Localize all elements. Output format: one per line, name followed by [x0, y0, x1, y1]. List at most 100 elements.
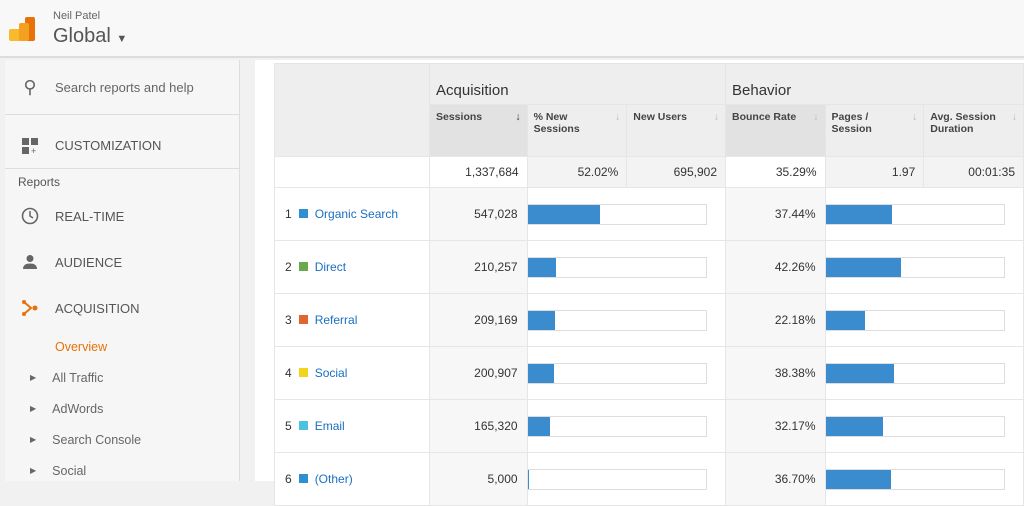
sessions-bar [526, 346, 727, 400]
group-acquisition: Acquisition [428, 63, 727, 105]
channel-cell: 5 Email [274, 399, 430, 453]
column-header[interactable]: Bounce Rate ↓ [725, 104, 826, 157]
sidebar-subitem-all-traffic[interactable]: ▶ All Traffic [5, 362, 239, 393]
series-swatch [298, 315, 308, 324]
series-swatch [298, 421, 308, 430]
bounce-bar-fill [825, 257, 901, 277]
channel-link[interactable]: Organic Search [314, 207, 399, 221]
svg-text:+: + [31, 146, 36, 154]
channel-link[interactable]: Referral [314, 313, 358, 327]
bounce-bar-fill [825, 363, 894, 383]
channel-link[interactable]: Social [314, 366, 348, 380]
channels-table: Acquisition Behavior Sessions ↓% New Sess… [274, 63, 1024, 506]
column-header[interactable]: % New Sessions ↓ [526, 104, 628, 157]
sessions-bar [526, 452, 727, 506]
channel-cell: 4 Social [274, 346, 430, 400]
row-index: 4 [285, 366, 292, 380]
column-header[interactable]: Avg. Session Duration ↓ [923, 104, 1024, 157]
bounce-bar-fill [825, 204, 893, 224]
expand-arrow-icon: ▶ [30, 373, 37, 382]
sidebar: ⚲ Search reports and help + CUSTOMIZATION… [5, 60, 240, 481]
bounce-bar [824, 293, 1024, 347]
acquisition-icon [5, 299, 55, 317]
total-new-users: 695,902 [626, 156, 727, 188]
sidebar-subitem-adwords[interactable]: ▶ AdWords [5, 393, 239, 424]
bounce-bar-fill [825, 469, 891, 489]
bounce-bar [824, 240, 1024, 294]
sort-arrow-icon: ↓ [1011, 111, 1017, 123]
sort-arrow-icon: ↓ [713, 111, 720, 123]
sessions-value: 200,907 [429, 346, 528, 400]
bounce-value: 36.70% [725, 452, 826, 506]
property-selector[interactable]: Global ▼ [53, 25, 127, 48]
sort-arrow-icon: ↓ [912, 111, 918, 123]
subitem-label: AdWords [52, 401, 104, 416]
row-index: 2 [285, 260, 292, 274]
total-duration: 00:01:35 [923, 156, 1024, 188]
bounce-value: 38.38% [725, 346, 826, 400]
channel-link[interactable]: Direct [314, 260, 347, 274]
person-icon [5, 254, 55, 270]
column-label: New Users [633, 111, 687, 123]
column-header[interactable]: Sessions ↓ [429, 104, 528, 157]
sidebar-item-customization[interactable]: + CUSTOMIZATION [5, 123, 239, 169]
expand-arrow-icon: ▶ [30, 404, 37, 413]
total-pages: 1.97 [824, 156, 925, 188]
search-box[interactable]: ⚲ Search reports and help [5, 60, 239, 115]
table-row: 4 Social 200,907 38.38% [274, 346, 1024, 400]
bounce-value: 42.26% [725, 240, 826, 294]
series-swatch [298, 209, 308, 218]
sessions-bar [526, 187, 727, 241]
column-label: Avg. Session Duration [930, 111, 996, 135]
row-index: 3 [285, 313, 292, 327]
total-sessions: 1,337,684 [429, 156, 528, 188]
column-label: Sessions [436, 111, 483, 123]
table-row: 5 Email 165,320 32.17% [274, 399, 1024, 453]
total-pct-new: 52.02% [526, 156, 628, 188]
expand-arrow-icon: ▶ [30, 435, 37, 444]
sidebar-item-label: AUDIENCE [55, 254, 123, 270]
bounce-value: 32.17% [725, 399, 826, 453]
column-header[interactable]: New Users ↓ [626, 104, 727, 157]
totals-row: 1,337,684 52.02% 695,902 35.29% 1.97 00:… [274, 156, 1024, 188]
series-swatch [298, 262, 308, 271]
total-bounce: 35.29% [725, 156, 826, 188]
bounce-bar [824, 399, 1024, 453]
table-row: 6 (Other) 5,000 36.70% [274, 452, 1024, 506]
column-header[interactable]: Pages / Session ↓ [824, 104, 925, 157]
property-name: Global [53, 25, 111, 47]
subitem-label: Search Console [52, 432, 142, 447]
channel-link[interactable]: (Other) [314, 472, 353, 486]
bounce-value: 22.18% [725, 293, 826, 347]
dashboard-add-icon: + [5, 137, 55, 154]
sidebar-subitem-search-console[interactable]: ▶ Search Console [5, 424, 239, 455]
sessions-value: 547,028 [429, 187, 528, 241]
clock-icon [5, 207, 55, 225]
sort-arrow-icon: ↓ [813, 111, 819, 123]
sidebar-subitem-social[interactable]: ▶ Social [5, 455, 239, 486]
table-row: 1 Organic Search 547,028 37.44% [274, 187, 1024, 241]
table-corner [274, 63, 430, 157]
sidebar-item-acquisition[interactable]: ACQUISITION [5, 285, 239, 331]
sidebar-item-label: REAL-TIME [55, 208, 125, 224]
channel-cell: 2 Direct [274, 240, 430, 294]
sessions-bar [526, 399, 727, 453]
bounce-bar [824, 187, 1024, 241]
bounce-bar-fill [825, 310, 865, 330]
bounce-bar [824, 452, 1024, 506]
sidebar-item-audience[interactable]: AUDIENCE [5, 239, 239, 285]
sessions-value: 210,257 [429, 240, 528, 294]
sidebar-item-realtime[interactable]: REAL-TIME [5, 193, 239, 239]
sidebar-item-label: CUSTOMIZATION [55, 138, 162, 153]
sidebar-subitem-overview[interactable]: Overview [55, 339, 108, 354]
sessions-bar-fill [527, 257, 556, 277]
channel-link[interactable]: Email [314, 419, 345, 433]
channel-cell: 3 Referral [274, 293, 430, 347]
sidebar-item-label: ACQUISITION [55, 300, 140, 316]
sessions-value: 5,000 [429, 452, 528, 506]
table-row: 3 Referral 209,169 22.18% [274, 293, 1024, 347]
subitem-label: Social [52, 463, 87, 478]
series-swatch [298, 474, 308, 483]
bounce-bar [824, 346, 1024, 400]
search-input[interactable]: Search reports and help [55, 79, 194, 95]
